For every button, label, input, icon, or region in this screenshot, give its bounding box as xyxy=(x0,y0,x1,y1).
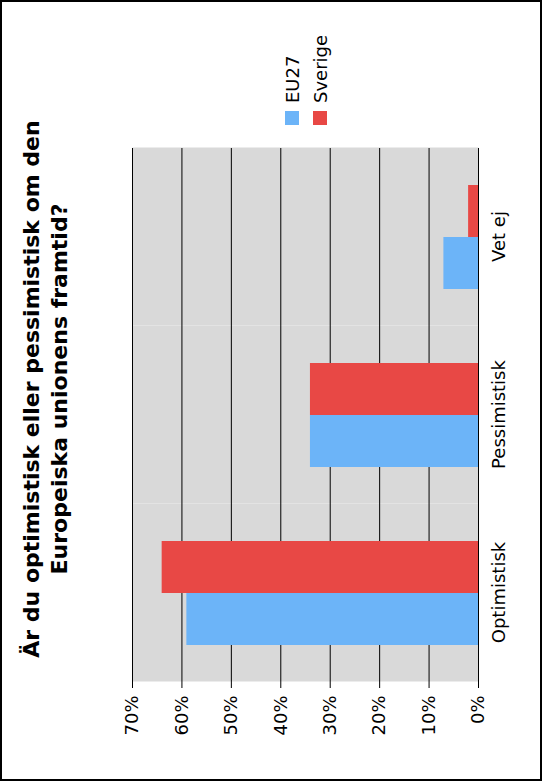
svg-text:70%: 70% xyxy=(121,696,142,736)
html-text:EU27: EU27 xyxy=(281,55,303,103)
svg-text:40%: 40% xyxy=(270,696,291,736)
svg-text:20%: 20% xyxy=(368,696,389,736)
svg-text:50%: 50% xyxy=(220,696,241,736)
svg-text:Optimistisk: Optimistisk xyxy=(488,541,509,643)
svg-text:10%: 10% xyxy=(418,696,439,736)
html-text:Sverige: Sverige xyxy=(309,34,331,103)
svg-text:60%: 60% xyxy=(171,696,192,736)
svg-text:0%: 0% xyxy=(467,696,488,725)
svg-text:Vet ej: Vet ej xyxy=(488,211,509,262)
svg-text:Pessimistisk: Pessimistisk xyxy=(488,360,509,469)
html-text:Är du optimistisk eller pessim: Är du optimistisk eller pessimistisk om … xyxy=(19,120,72,658)
svg-text:30%: 30% xyxy=(319,696,340,736)
